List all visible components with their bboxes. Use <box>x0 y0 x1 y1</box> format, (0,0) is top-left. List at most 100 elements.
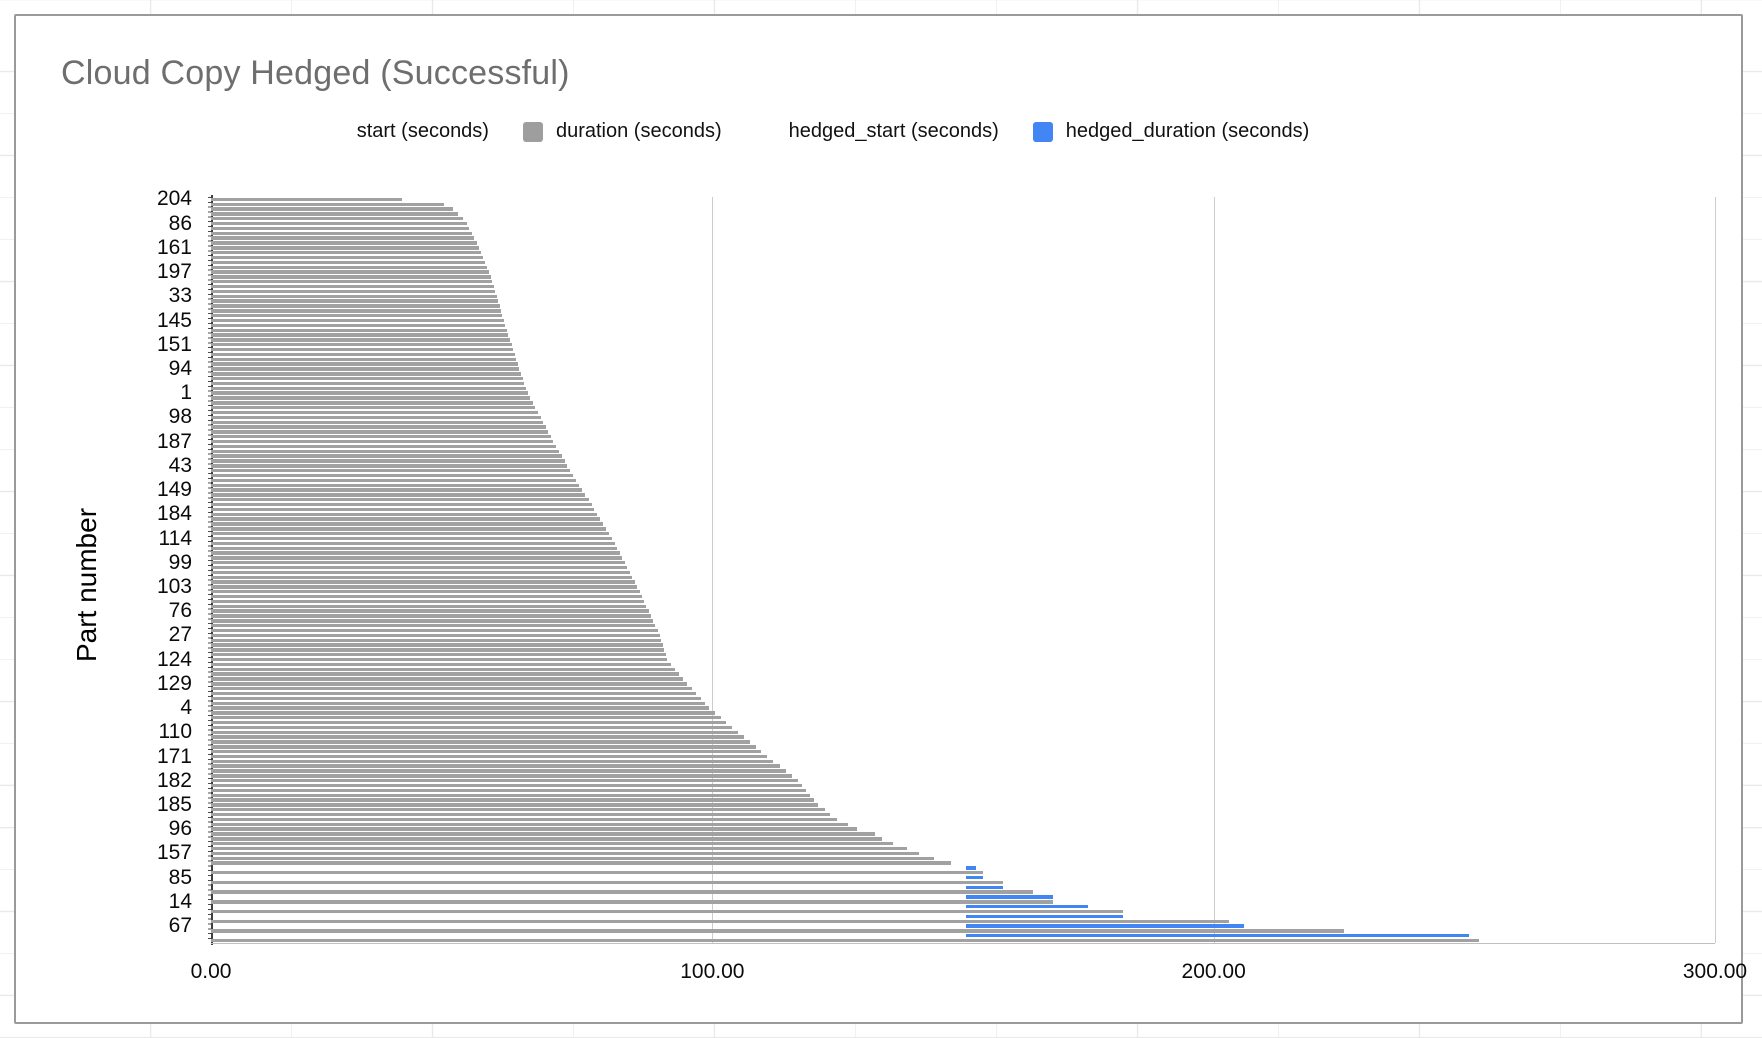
duration-bar <box>211 226 470 231</box>
duration-bar <box>211 289 496 294</box>
y-axis-label-86: 86 <box>168 211 192 235</box>
duration-bar <box>211 575 633 579</box>
legend-item-hedged_start: hedged_start (seconds) <box>755 120 999 143</box>
duration-bar <box>211 328 507 332</box>
duration-bar <box>211 861 951 865</box>
duration-bar <box>211 299 499 303</box>
duration-bar <box>211 512 598 516</box>
duration-bar <box>211 599 645 604</box>
y-axis-line <box>211 195 213 945</box>
duration-bar <box>211 265 488 269</box>
plot-area <box>208 195 1721 945</box>
duration-bar <box>211 435 551 439</box>
hedged-duration-bar <box>966 924 1244 928</box>
y-axis-label-184: 184 <box>156 502 192 526</box>
duration-bar <box>211 449 559 453</box>
y-axis-label-67: 67 <box>168 914 192 938</box>
duration-bar <box>211 788 806 793</box>
duration-bar <box>211 648 665 652</box>
duration-bar <box>211 619 654 623</box>
legend-swatch-icon <box>323 121 344 142</box>
duration-bar <box>211 565 628 570</box>
duration-bar <box>211 851 920 856</box>
duration-bar <box>211 493 586 497</box>
duration-bar <box>211 677 684 681</box>
duration-bar <box>211 672 680 676</box>
duration-bar <box>211 251 482 255</box>
duration-bar <box>211 217 463 221</box>
chart-legend: start (seconds) duration (seconds) hedged_… <box>0 120 1679 143</box>
gridline-200 <box>1213 197 1215 943</box>
duration-bar <box>211 202 445 206</box>
duration-bar <box>211 614 651 618</box>
duration-bar <box>211 323 506 328</box>
duration-bar <box>211 580 635 584</box>
legend-label: start (seconds) <box>356 120 489 142</box>
legend-label: duration (seconds) <box>555 120 722 142</box>
duration-bar <box>211 498 589 502</box>
duration-bar <box>211 338 511 342</box>
duration-bar <box>211 793 810 797</box>
duration-bar <box>211 653 666 657</box>
duration-bar <box>211 367 520 371</box>
duration-bar <box>211 309 502 313</box>
duration-bar <box>211 808 825 812</box>
duration-bar <box>211 391 528 395</box>
y-axis-label-4: 4 <box>180 696 192 720</box>
duration-bar <box>211 735 744 739</box>
duration-bar <box>211 827 857 831</box>
duration-bar <box>211 594 642 599</box>
duration-bar <box>211 396 531 400</box>
gridline-300 <box>1715 197 1716 943</box>
y-axis-label-149: 149 <box>156 478 192 502</box>
duration-bar <box>211 812 831 817</box>
duration-bar <box>211 716 721 720</box>
x-axis-label-300.00: 300.00 <box>1682 960 1748 983</box>
y-axis-label-96: 96 <box>168 817 192 841</box>
legend-swatch-icon <box>522 121 543 142</box>
embedded-chart[interactable]: Cloud Copy Hedged (Successful) start (se… <box>14 14 1747 1024</box>
y-axis-label-185: 185 <box>156 792 192 816</box>
x-axis-baseline <box>211 943 1715 944</box>
duration-bar <box>211 401 533 405</box>
duration-bar <box>211 740 750 744</box>
duration-bar <box>211 890 1034 894</box>
duration-bar <box>211 561 625 565</box>
duration-bar <box>211 357 517 361</box>
y-axis-label-27: 27 <box>168 623 192 647</box>
duration-bar <box>211 585 638 589</box>
legend-item-duration: duration (seconds) <box>522 120 722 143</box>
duration-bar <box>211 304 500 308</box>
hedged-duration-bar <box>966 904 1089 909</box>
duration-bar <box>211 803 819 807</box>
duration-bar <box>211 871 984 875</box>
duration-bar <box>211 255 484 260</box>
y-axis-label-114: 114 <box>158 526 192 550</box>
duration-bar <box>211 260 486 265</box>
legend-label: hedged_start (seconds) <box>788 120 999 142</box>
x-axis-label-100.00: 100.00 <box>680 960 745 983</box>
legend-label: hedged_duration (seconds) <box>1065 120 1310 142</box>
duration-bar <box>211 667 676 671</box>
duration-bar <box>211 745 756 749</box>
duration-bar <box>211 241 477 245</box>
duration-bar <box>211 822 848 826</box>
y-axis-label-197: 197 <box>156 260 192 284</box>
duration-bar <box>211 212 458 216</box>
duration-bar <box>211 609 649 613</box>
y-axis-label-98: 98 <box>168 405 192 429</box>
duration-bar <box>211 929 1344 933</box>
duration-bar <box>211 909 1124 914</box>
y-axis-label-99: 99 <box>168 550 192 574</box>
duration-bar <box>211 236 475 240</box>
y-axis-label-1: 1 <box>180 381 192 405</box>
duration-bar <box>211 546 618 550</box>
y-axis-label-124: 124 <box>156 647 192 671</box>
duration-bar <box>211 362 518 366</box>
x-axis-label-200.00: 200.00 <box>1181 960 1246 983</box>
y-axis-ticks <box>208 197 211 943</box>
duration-bar <box>211 764 780 768</box>
y-axis-label-182: 182 <box>156 768 192 792</box>
duration-bar <box>211 459 565 463</box>
